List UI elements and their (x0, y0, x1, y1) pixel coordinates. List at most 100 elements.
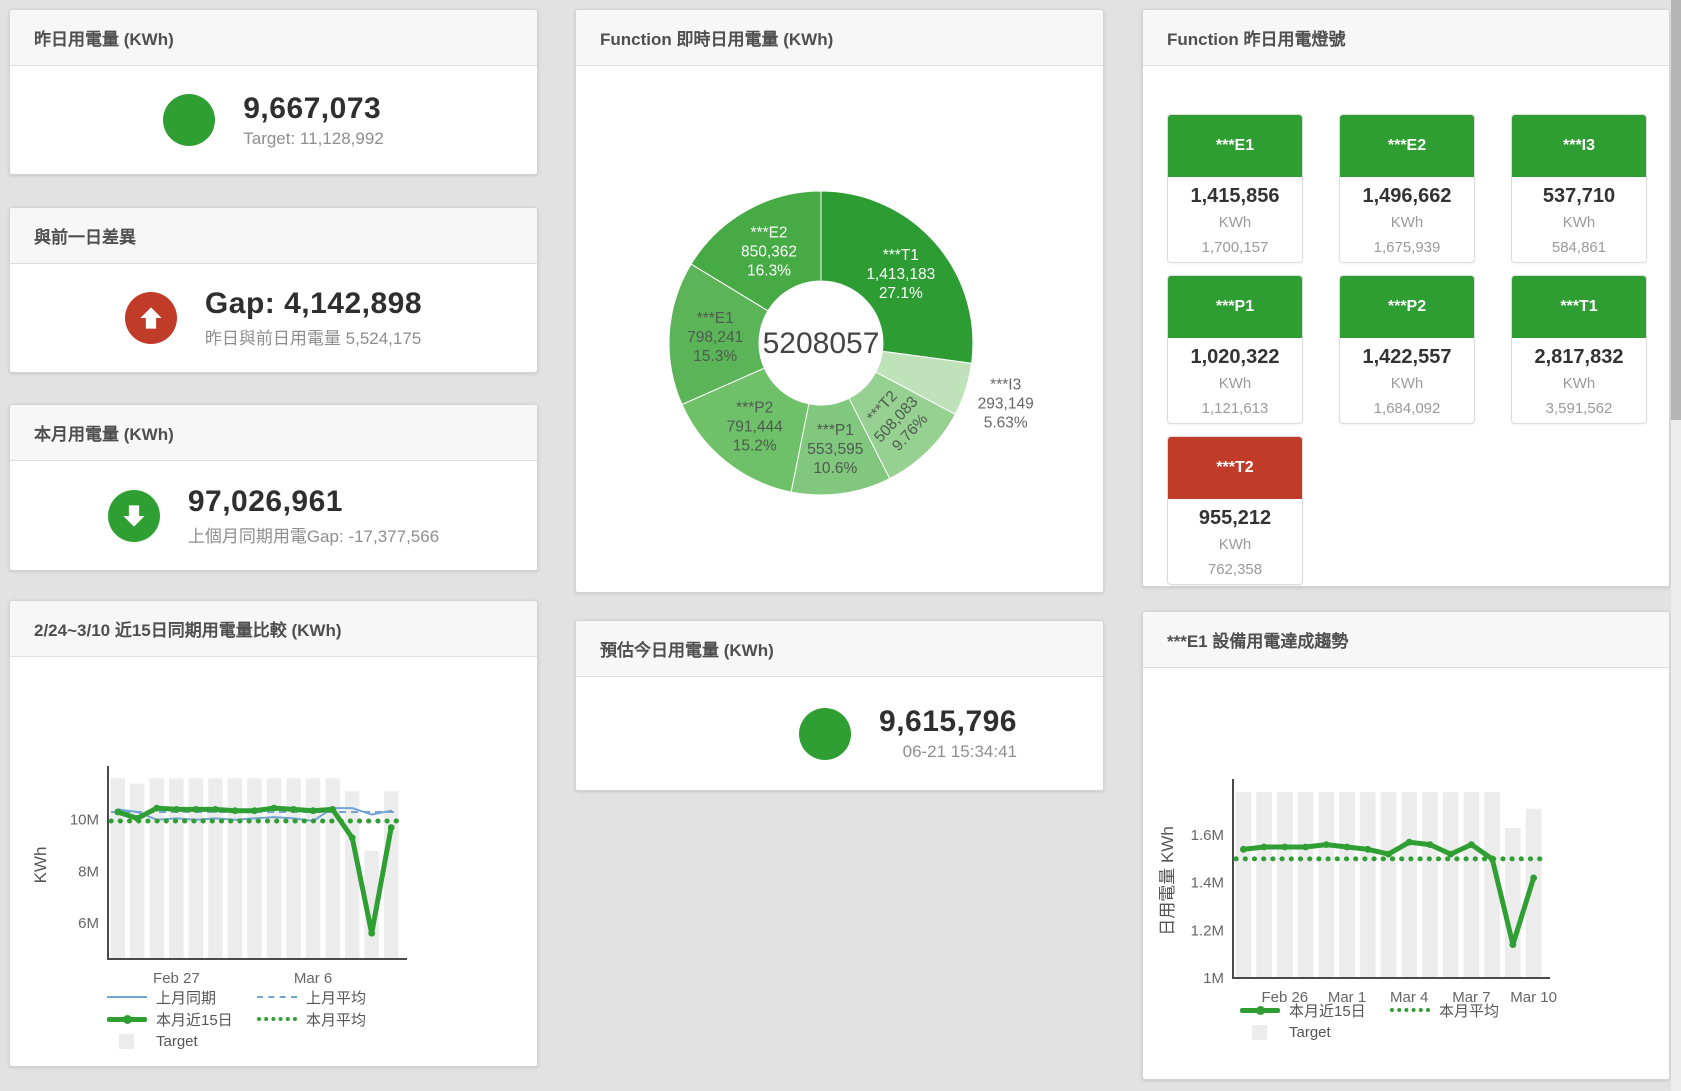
panel-estimate-today: 預估今日用電量 (KWh) 9,615,796 06-21 15:34:41 (575, 620, 1104, 791)
up-arrow-icon (124, 292, 177, 344)
device-tile-e1[interactable]: ***E1 1,415,856 KWh 1,700,157 (1167, 114, 1303, 263)
svg-text:Mar 6: Mar 6 (294, 970, 332, 987)
tile-unit: KWh (1218, 536, 1252, 553)
month-stat: 97,026,961 上個月同期用電Gap: -17,377,566 (10, 461, 537, 570)
device-tile-header: ***I3 (1512, 115, 1646, 177)
device-tile-e2[interactable]: ***E2 1,496,662 KWh 1,675,939 (1339, 114, 1475, 263)
svg-text:Feb 27: Feb 27 (153, 970, 200, 987)
legend-item[interactable]: 上月同期 (107, 986, 243, 1008)
svg-text:8M: 8M (78, 863, 99, 880)
yesterday-value: 9,667,073 (243, 91, 382, 125)
compare-chart-legend: 上月同期 上月平均本月近15日 本月平均 Target (107, 986, 407, 1052)
svg-text:1.2M: 1.2M (1191, 922, 1224, 939)
device-tile-i3[interactable]: ***I3 537,710 KWh 584,861 (1511, 114, 1647, 263)
device-tile-header: ***P2 (1340, 276, 1474, 338)
panel-title-estimate[interactable]: 預估今日用電量 (KWh) (576, 621, 1103, 677)
legend-item[interactable]: 本月平均 (257, 1008, 393, 1030)
middle-column: Function 即時日用電量 (KWh) ***T1 1,413,183 27.1… (575, 9, 1104, 791)
panel-15day-compare-chart: 2/24~3/10 近15日同期用電量比較 (KWh) 6M 8M 10M Feb 2… (9, 600, 538, 1067)
device-tiles-grid: ***E1 1,415,856 KWh 1,700,157 ***E2 1,496,… (1143, 66, 1669, 585)
tile-unit: KWh (1562, 214, 1596, 231)
panel-title-lights[interactable]: Function 昨日用電燈號 (1143, 10, 1669, 66)
legend-item[interactable]: 本月平均 (1390, 999, 1526, 1021)
panel-title-compare[interactable]: 2/24~3/10 近15日同期用電量比較 (KWh) (10, 601, 537, 657)
panel-title-trend[interactable]: ***E1 設備用電達成趨勢 (1143, 612, 1669, 668)
donut-chart[interactable]: ***T1 1,413,183 27.1%***I3 293,149 5.63%***T… (576, 67, 1105, 594)
tile-value: 1,422,557 (1362, 346, 1452, 368)
tile-target: 1,121,613 (1201, 400, 1269, 417)
green-dots-swatch-icon (257, 1017, 297, 1021)
legend-item[interactable]: Target (107, 1030, 243, 1052)
legend-label: 本月近15日 (156, 1011, 233, 1029)
green-dots-swatch-icon (1390, 1008, 1430, 1012)
green-thick-swatch-icon (107, 1014, 147, 1024)
compare-chart[interactable]: 6M 8M 10M Feb 27 Mar 6 KWh (10, 658, 539, 1068)
grey-box-swatch-icon (119, 1033, 134, 1049)
panel-e1-trend-chart: ***E1 設備用電達成趨勢 1M 1.2M 1.4M 1.6M Feb 26 Mar 1… (1142, 611, 1670, 1080)
legend-label: Target (1289, 1023, 1331, 1041)
tile-target: 1,675,939 (1373, 239, 1441, 256)
svg-text:Mar 10: Mar 10 (1510, 989, 1557, 1006)
right-column: Function 昨日用電燈號 ***E1 1,415,856 KWh 1,700,… (1142, 9, 1670, 1080)
device-tile-t1[interactable]: ***T1 2,817,832 KWh 3,591,562 (1511, 275, 1647, 424)
panel-title-day-gap[interactable]: 與前一日差異 (10, 208, 537, 264)
device-tile-header: ***E1 (1168, 115, 1302, 177)
tile-unit: KWh (1390, 214, 1424, 231)
tile-value: 537,710 (1542, 185, 1616, 207)
tile-target: 762,358 (1207, 561, 1263, 578)
tile-value: 1,020,322 (1190, 346, 1280, 368)
svg-text:1.6M: 1.6M (1191, 827, 1224, 844)
device-tile-header: ***T2 (1168, 437, 1302, 499)
yesterday-stat: 9,667,073 Target: 11,128,992 (10, 66, 537, 174)
legend-item[interactable]: 本月近15日 (107, 1008, 243, 1030)
device-tile-p2[interactable]: ***P2 1,422,557 KWh 1,684,092 (1339, 275, 1475, 424)
left-column: 昨日用電量 (KWh) 9,667,073 Target: 11,128,992… (9, 9, 538, 1067)
estimate-stat: 9,615,796 06-21 15:34:41 (576, 677, 1103, 790)
legend-item[interactable]: 本月近15日 (1240, 999, 1376, 1021)
panel-title-month[interactable]: 本月用電量 (KWh) (10, 405, 537, 461)
scrollbar-thumb[interactable] (1671, 0, 1681, 420)
legend-item[interactable]: Target (1240, 1021, 1376, 1043)
tile-unit: KWh (1390, 375, 1424, 392)
svg-text:Mar 1: Mar 1 (1328, 989, 1366, 1006)
svg-text:KWh: KWh (31, 847, 50, 884)
gap-value: Gap: 4,142,898 (204, 287, 423, 320)
svg-text:6M: 6M (78, 915, 99, 932)
grey-box-swatch-icon (1252, 1024, 1267, 1040)
legend-label: 本月近15日 (1289, 1002, 1366, 1020)
legend-item[interactable]: 上月平均 (257, 986, 393, 1008)
trend-chart[interactable]: 1M 1.2M 1.4M 1.6M Feb 26 Mar 1 Mar 4 Mar 7 Mar 1… (1143, 669, 1671, 1082)
panel-title-donut[interactable]: Function 即時日用電量 (KWh) (576, 10, 1103, 66)
svg-text:10M: 10M (70, 812, 99, 829)
tile-target: 1,700,157 (1201, 239, 1269, 256)
legend-label: 上月同期 (156, 989, 217, 1007)
panel-month-usage: 本月用電量 (KWh) 97,026,961 上個月同期用電Gap: -17,3… (9, 404, 538, 571)
estimate-timestamp: 06-21 15:34:41 (902, 742, 1017, 761)
svg-text:Mar 4: Mar 4 (1390, 989, 1428, 1006)
legend-label: 本月平均 (306, 1011, 367, 1029)
month-value: 97,026,961 (187, 484, 343, 518)
panel-device-lights: Function 昨日用電燈號 ***E1 1,415,856 KWh 1,700,… (1142, 9, 1670, 587)
panel-title-yesterday[interactable]: 昨日用電量 (KWh) (10, 10, 537, 66)
scrollbar[interactable] (1671, 0, 1681, 1091)
green-status-circle-icon (799, 707, 852, 760)
tile-value: 955,212 (1198, 507, 1272, 529)
estimate-value: 9,615,796 (879, 705, 1017, 738)
trend-chart-legend: 本月近15日 本月平均 Target (1240, 999, 1540, 1043)
yesterday-target: Target: 11,128,992 (243, 128, 384, 148)
svg-text:1M: 1M (1203, 970, 1224, 987)
gap-stat: Gap: 4,142,898 昨日與前日用電量 5,524,175 (10, 264, 537, 372)
device-tile-p1[interactable]: ***P1 1,020,322 KWh 1,121,613 (1167, 275, 1303, 424)
legend-label: Target (156, 1032, 198, 1050)
tile-target: 3,591,562 (1545, 400, 1613, 417)
panel-day-gap: 與前一日差異 Gap: 4,142,898 昨日與前日用電量 5,524,175 (9, 207, 538, 373)
svg-text:1.4M: 1.4M (1191, 875, 1224, 892)
device-tile-t2[interactable]: ***T2 955,212 KWh 762,358 (1167, 436, 1303, 585)
month-gap: 上個月同期用電Gap: -17,377,566 (187, 526, 440, 546)
tile-target: 1,684,092 (1373, 400, 1441, 417)
device-tile-header: ***T1 (1512, 276, 1646, 338)
